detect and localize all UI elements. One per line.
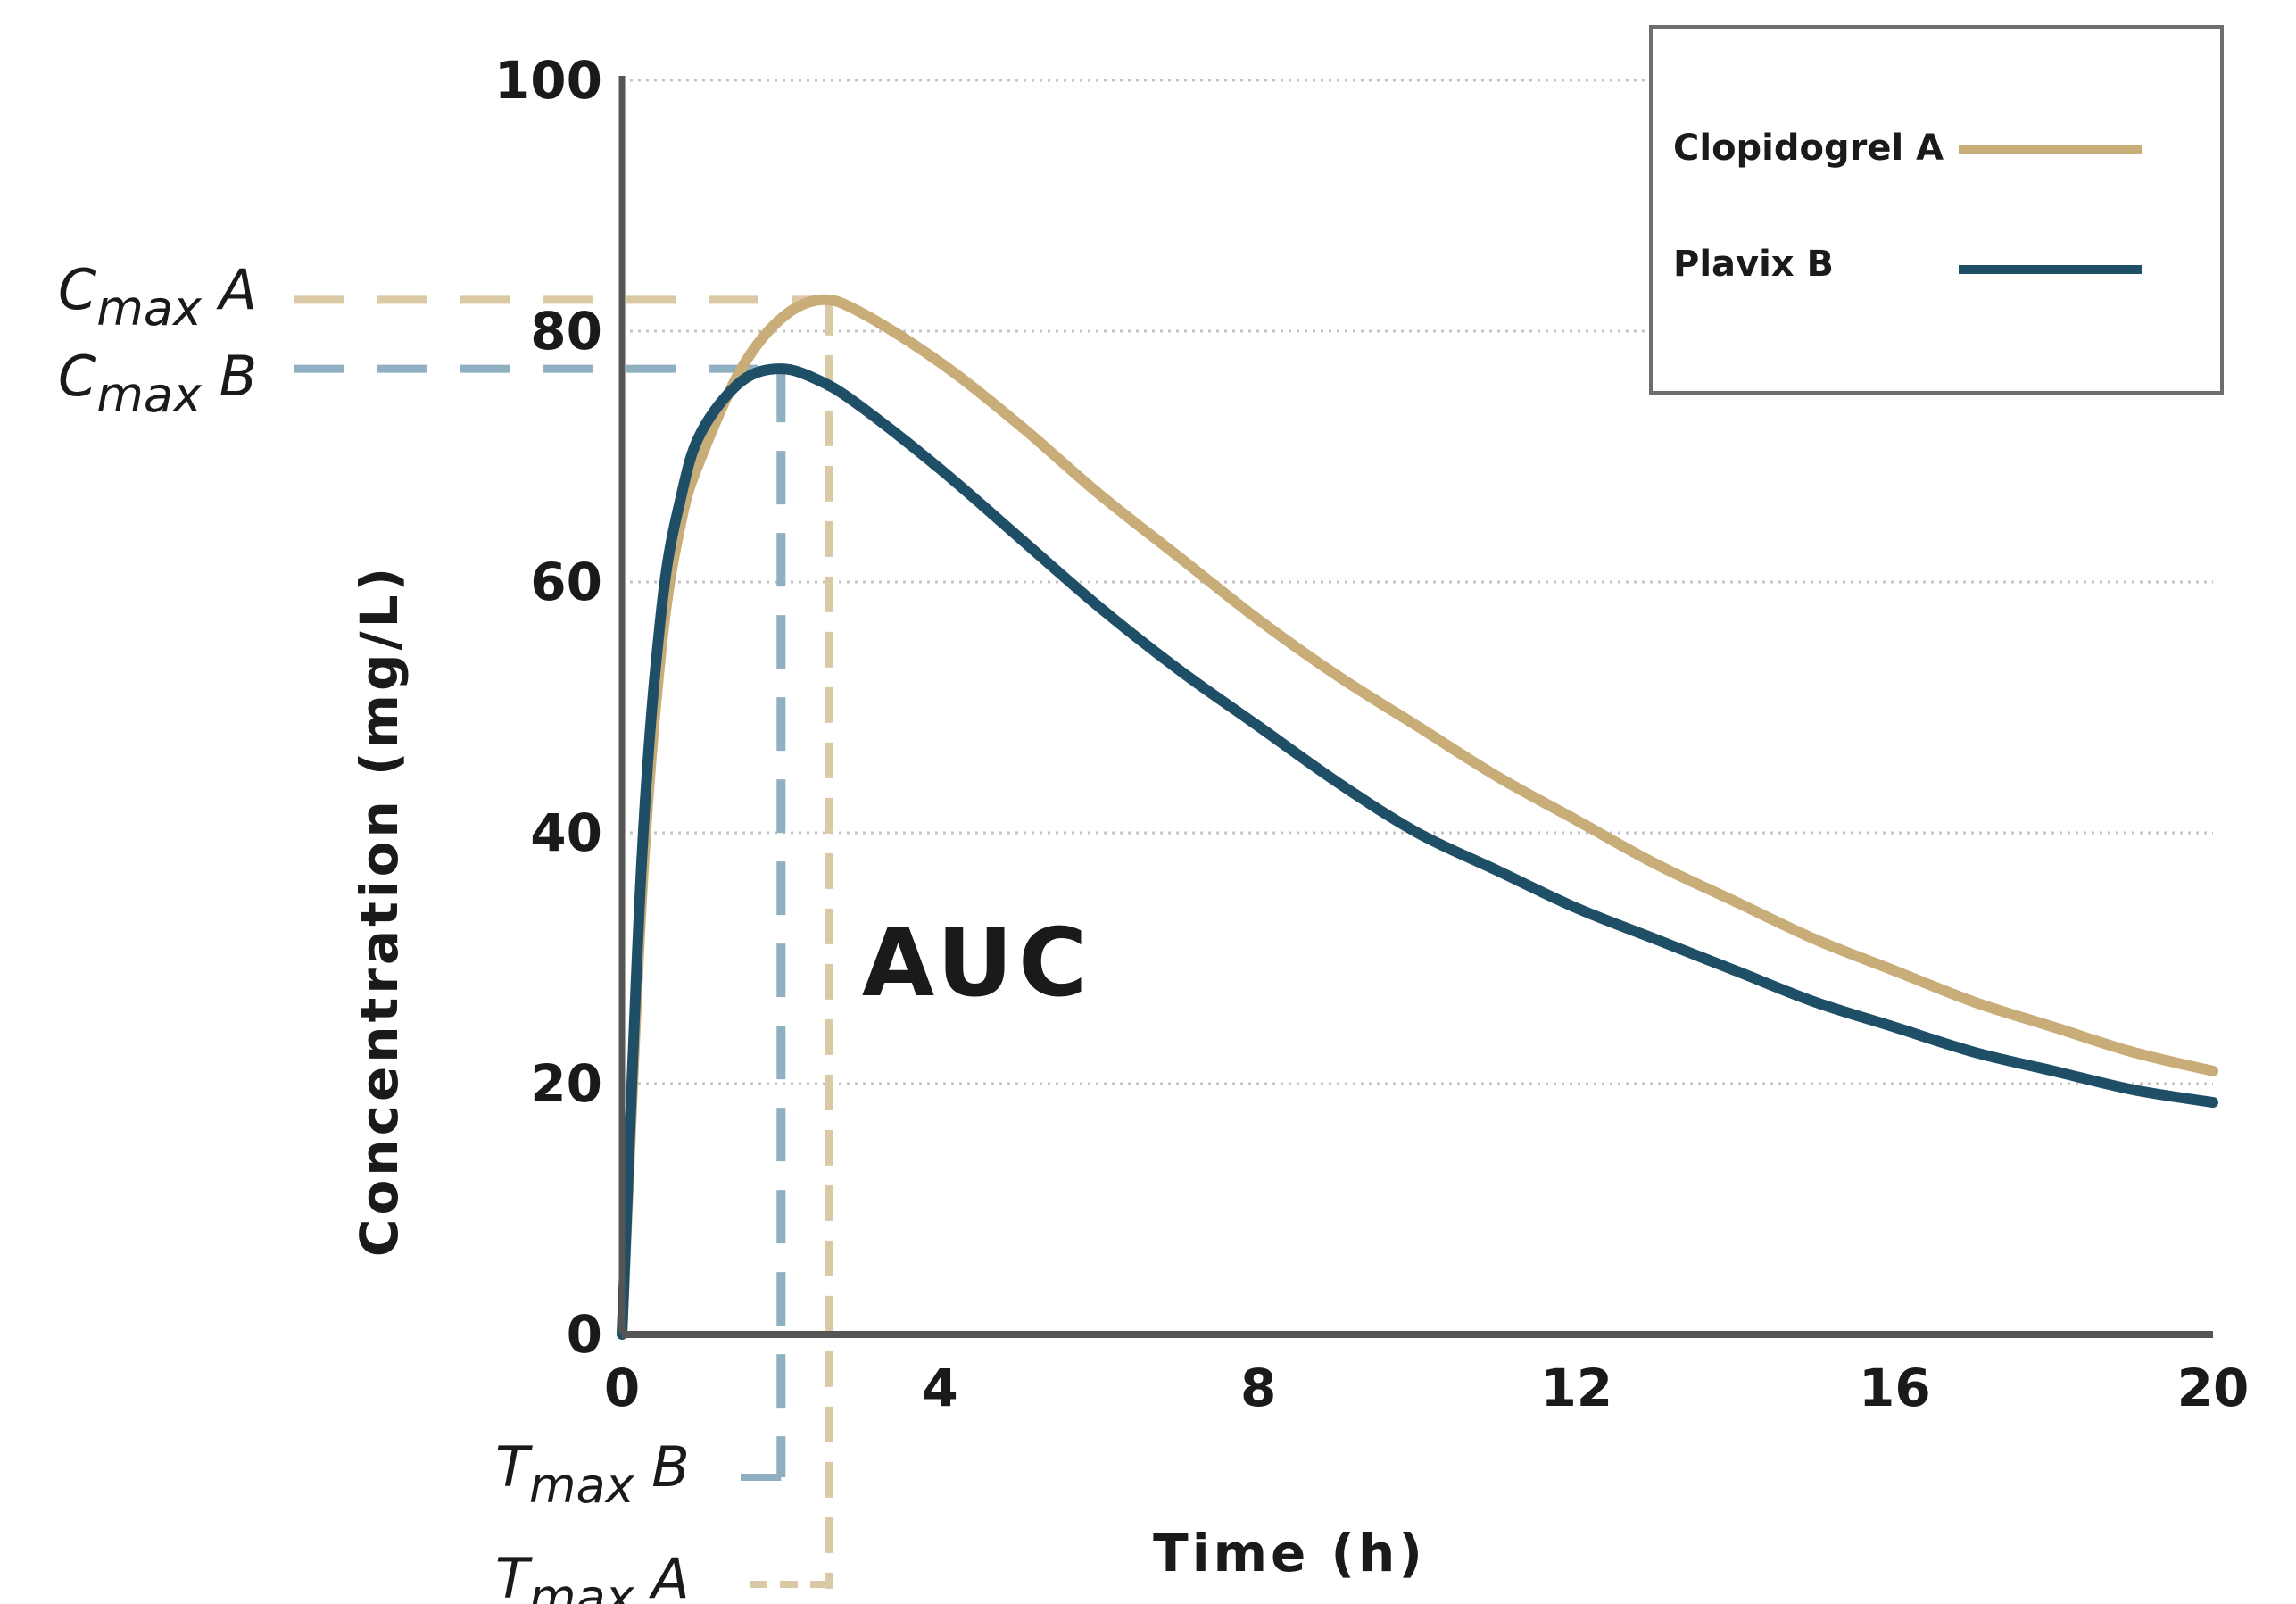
y-tick-label: 100 — [494, 50, 602, 111]
x-tick-label: 16 — [1859, 1358, 1931, 1418]
x-tick-label: 20 — [2177, 1358, 2250, 1418]
legend-label: Clopidogrel A — [1673, 128, 1944, 169]
reference-lines — [294, 295, 833, 1589]
cmax-a-label: Cmax A — [58, 257, 257, 337]
y-tick-label: 80 — [530, 301, 602, 362]
x-tick-label: 4 — [922, 1358, 957, 1418]
series-lines — [617, 294, 2218, 1340]
y-tick-label: 60 — [530, 552, 602, 612]
y-tick-label: 0 — [567, 1304, 602, 1365]
x-axis-title: Time (h) — [1153, 1523, 1426, 1583]
x-tick-label: 0 — [604, 1358, 640, 1418]
y-tick-label: 40 — [530, 802, 602, 863]
x-tick-label: 8 — [1240, 1358, 1276, 1418]
legend: Clopidogrel A Plavix B — [1649, 25, 2224, 395]
auc-label: AUC — [862, 909, 1092, 1018]
tick-labels: 0 20 40 60 80 100 0 4 8 12 16 20 — [494, 50, 2249, 1418]
tmax-a-label: Tmax A — [495, 1546, 690, 1604]
tmax-b-label: Tmax B — [495, 1434, 690, 1514]
cmax-b-label: Cmax B — [58, 344, 257, 423]
y-axis-title: Concentration (mg/L) — [349, 564, 410, 1257]
y-tick-label: 20 — [530, 1053, 602, 1114]
axes — [618, 76, 2213, 1338]
legend-box — [1649, 25, 2224, 395]
series-line-plavix-b — [617, 363, 2218, 1340]
legend-label: Plavix B — [1673, 244, 1834, 285]
series-line-clopidogrel-a — [617, 294, 2218, 1340]
x-tick-label: 12 — [1540, 1358, 1612, 1418]
